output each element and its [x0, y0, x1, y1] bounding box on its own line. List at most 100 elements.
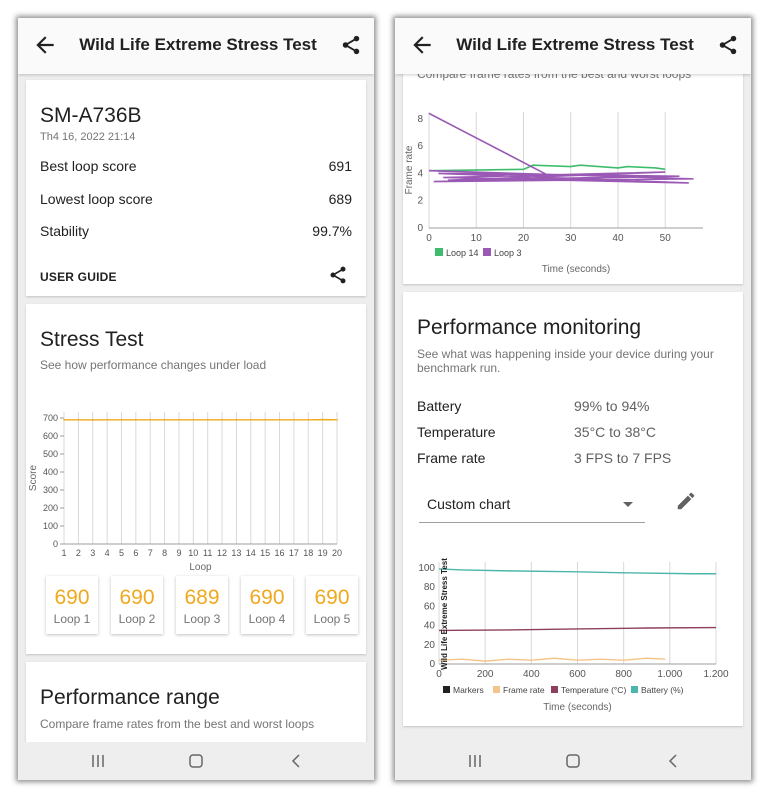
share-icon[interactable]: [328, 265, 348, 285]
series-line-loop-3: [428, 112, 694, 184]
score-point: [249, 419, 252, 421]
series-line: [438, 568, 716, 575]
y-tick-label: 0: [417, 223, 423, 234]
legend-swatch: [443, 686, 450, 693]
score-point: [321, 418, 324, 421]
score-point: [91, 419, 94, 421]
series-line-loop-14: [428, 164, 666, 172]
framerate-value: 3 FPS to 7 FPS: [574, 450, 672, 466]
x-tick-label: 2: [76, 548, 81, 558]
user-guide-link[interactable]: USER GUIDE: [40, 270, 117, 284]
x-tick-label: 1.000: [657, 669, 682, 680]
score-point: [336, 419, 338, 421]
y-tick-label: 0: [429, 659, 435, 670]
loop-score-card[interactable]: 690 Loop 4: [241, 576, 293, 634]
y-tick-label: 300: [43, 485, 58, 495]
performance-range-title: Performance range: [40, 686, 220, 709]
x-tick-label: 0: [436, 669, 442, 680]
stress-test-chart: 1 2 3 4 5 6 7 8 9 10 11 12 13 14 15 16 17 18 19 20010020030…: [28, 412, 342, 573]
y-tick-label: 4: [417, 168, 423, 179]
series-line: [438, 657, 666, 662]
page-title: Wild Life Extreme Stress Test: [456, 35, 694, 54]
legend-label: Battery (%): [641, 685, 684, 695]
x-tick-label: 40: [612, 233, 624, 244]
x-tick-label: 3: [90, 548, 95, 558]
x-tick-label: 5: [119, 548, 124, 558]
arrow-left-icon[interactable]: [409, 32, 435, 58]
dropdown-selected-value: Custom chart: [427, 496, 511, 512]
y-tick-label: 100: [43, 521, 58, 531]
left-phone-screen: Wild Life Extreme Stress Test SM-A736B T…: [18, 18, 374, 780]
loop-score-value: 690: [119, 586, 155, 609]
y-tick-label: 500: [43, 449, 58, 459]
loop-score-card[interactable]: 690 Loop 2: [111, 576, 163, 634]
home-icon[interactable]: [566, 754, 580, 768]
loop-label: Loop 1: [53, 612, 91, 626]
y-tick-label: 200: [43, 503, 58, 513]
legend-label: Loop 14: [446, 248, 479, 258]
x-tick-label: 18: [303, 548, 313, 558]
share-icon[interactable]: [717, 34, 739, 56]
legend-swatch: [631, 686, 638, 693]
system-nav-bar: [395, 742, 751, 780]
x-tick-label: 200: [477, 669, 494, 680]
share-icon[interactable]: [340, 34, 362, 56]
recent-apps-icon[interactable]: [468, 754, 482, 768]
custom-chart-dropdown[interactable]: Custom chart: [419, 490, 645, 523]
x-tick-label: 9: [176, 548, 181, 558]
best-loop-label: Best loop score: [40, 158, 137, 174]
x-tick-label: 600: [569, 669, 586, 680]
loop-label: Loop 5: [313, 612, 351, 626]
system-nav-bar: [18, 742, 374, 780]
back-nav-icon[interactable]: [667, 754, 681, 768]
y-tick-label: 400: [43, 467, 58, 477]
chart-title-vertical: Wild Life Extreme Stress Test: [440, 558, 449, 670]
loop-label: Loop 2: [118, 612, 156, 626]
performance-range-subtitle: Compare frame rates from the best and wo…: [40, 717, 315, 731]
loop-label: Loop 4: [248, 612, 286, 626]
legend-label: Markers: [453, 685, 484, 695]
x-tick-label: 50: [660, 233, 672, 244]
device-name: SM-A736B: [40, 104, 142, 127]
y-tick-label: 60: [424, 601, 436, 612]
stress-test-card: Stress Test See how performance changes …: [26, 304, 366, 654]
arrow-left-icon[interactable]: [32, 32, 58, 58]
x-tick-label: 11: [203, 548, 212, 558]
loop-label: Loop 3: [183, 612, 221, 626]
y-tick-label: 700: [43, 413, 58, 423]
x-tick-label: 19: [318, 548, 328, 558]
x-tick-label: 7: [148, 548, 153, 558]
score-point: [77, 419, 80, 421]
y-axis-label: Score: [28, 465, 39, 492]
legend-swatch: [551, 686, 558, 693]
x-axis-label: Time (seconds): [542, 264, 611, 275]
loop-score-card[interactable]: 690 Loop 5: [306, 576, 358, 634]
x-tick-label: 20: [332, 548, 342, 558]
x-tick-label: 0: [426, 233, 432, 244]
y-tick-label: 80: [424, 582, 436, 593]
y-axis-label: Frame rate: [404, 145, 415, 194]
score-point: [192, 419, 195, 421]
y-tick-label: 600: [43, 431, 58, 441]
home-icon[interactable]: [189, 754, 203, 768]
back-nav-icon[interactable]: [290, 754, 304, 768]
performance-monitoring-subtitle: See what was happening inside your devic…: [417, 347, 714, 375]
x-axis-label: Time (seconds): [543, 702, 612, 713]
loop-score-card[interactable]: 690 Loop 1: [46, 576, 98, 634]
lowest-loop-value: 689: [328, 191, 352, 207]
pencil-icon[interactable]: [675, 490, 697, 512]
score-point: [264, 419, 266, 421]
score-point: [135, 419, 137, 421]
stress-test-subtitle: See how performance changes under load: [40, 358, 267, 372]
score-point: [293, 419, 295, 421]
x-tick-label: 6: [133, 548, 138, 558]
performance-monitoring-chart: 0 200 400 600 800 1.000 1.200 0 20 40 60 80 100 Wild …: [418, 558, 729, 713]
performance-monitoring-card: Performance monitoring See what was happ…: [403, 292, 743, 726]
chevron-down-icon: [623, 502, 633, 507]
score-point: [106, 419, 108, 421]
loop-score-card[interactable]: 689 Loop 3: [176, 576, 228, 634]
y-tick-label: 2: [417, 196, 423, 207]
x-tick-label: 17: [289, 548, 299, 558]
legend-swatch: [435, 248, 443, 256]
recent-apps-icon[interactable]: [91, 754, 105, 768]
